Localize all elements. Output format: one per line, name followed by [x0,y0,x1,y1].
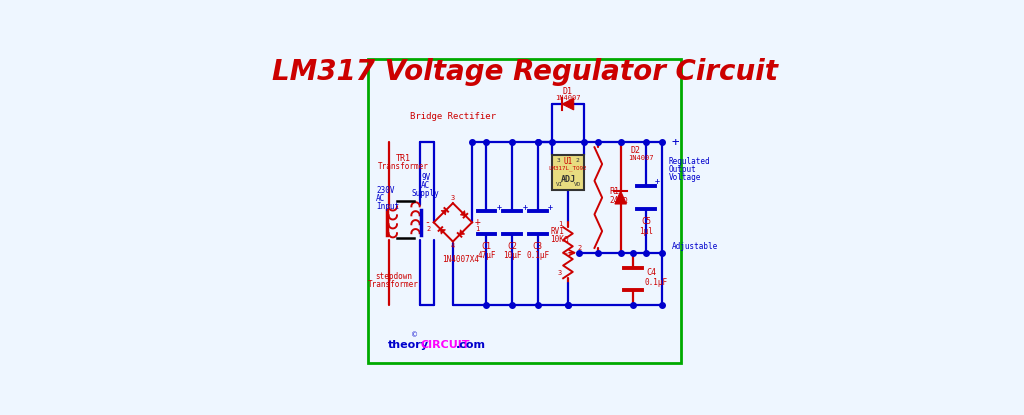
Text: 0.1μF: 0.1μF [526,251,549,260]
Text: 230V: 230V [376,186,394,195]
Polygon shape [440,229,445,234]
Text: 1μl: 1μl [639,227,653,236]
Text: -: - [424,217,430,227]
Text: .com: .com [456,340,486,350]
Text: Supply: Supply [412,189,439,198]
Text: ©: © [411,333,418,339]
Text: Output: Output [669,165,696,174]
Text: VI: VI [555,182,562,187]
Polygon shape [441,210,446,215]
Text: R1: R1 [609,187,620,196]
Text: LM317L_TO92: LM317L_TO92 [549,166,587,171]
Text: +: + [497,203,502,212]
Text: Transformer: Transformer [369,280,419,289]
Text: 10KΩ: 10KΩ [550,235,569,244]
Text: +: + [655,177,659,186]
Text: RV1: RV1 [550,227,564,237]
Text: C3: C3 [532,242,543,251]
Text: C1: C1 [481,242,492,251]
Text: 1: 1 [475,226,479,232]
Text: 2: 2 [577,245,582,251]
Text: 1: 1 [558,221,562,227]
Text: theory: theory [387,340,428,350]
Text: +: + [475,217,480,227]
Text: 3: 3 [451,195,455,201]
Text: Adjustable: Adjustable [672,242,718,251]
Text: Regulated: Regulated [669,157,711,166]
Text: C2: C2 [507,242,517,251]
Text: ADJ: ADJ [560,175,575,184]
Text: 2: 2 [575,158,580,163]
Text: 1N4007: 1N4007 [629,156,654,161]
Text: 10μF: 10μF [503,251,521,260]
Text: 1N4007X4: 1N4007X4 [442,255,479,264]
Text: C5: C5 [641,217,651,226]
Text: CIRCUIT: CIRCUIT [421,340,470,350]
Text: 2: 2 [427,226,431,232]
Text: Bridge Rectifier: Bridge Rectifier [410,112,496,122]
Text: +: + [522,203,527,212]
Text: 3: 3 [556,158,560,163]
Text: AC: AC [421,181,430,190]
Text: 4: 4 [451,243,455,249]
Text: 3: 3 [558,271,562,276]
Polygon shape [562,98,573,110]
Text: AC: AC [376,194,385,203]
Text: +: + [672,136,679,149]
Text: LM317 Voltage Regulator Circuit: LM317 Voltage Regulator Circuit [271,58,778,86]
Text: Voltage: Voltage [669,173,701,182]
Text: VO: VO [573,182,581,187]
Text: 47μF: 47μF [477,251,496,260]
Text: Input: Input [376,202,399,211]
Text: D1: D1 [563,87,573,96]
Text: +: + [548,203,553,212]
Text: 9V: 9V [421,173,430,182]
Text: stepdown: stepdown [375,272,413,281]
Text: U1: U1 [563,157,572,166]
Polygon shape [460,210,466,216]
Bar [552,155,584,190]
Text: 1N4007: 1N4007 [555,95,581,101]
Polygon shape [615,191,627,204]
Text: C4: C4 [646,268,656,277]
Text: D2: D2 [630,146,640,155]
Polygon shape [460,230,465,235]
Text: TR1: TR1 [396,154,411,163]
Text: Transformer: Transformer [378,162,429,171]
Text: 0.1μF: 0.1μF [645,278,668,287]
Text: 240Ω: 240Ω [609,196,628,205]
